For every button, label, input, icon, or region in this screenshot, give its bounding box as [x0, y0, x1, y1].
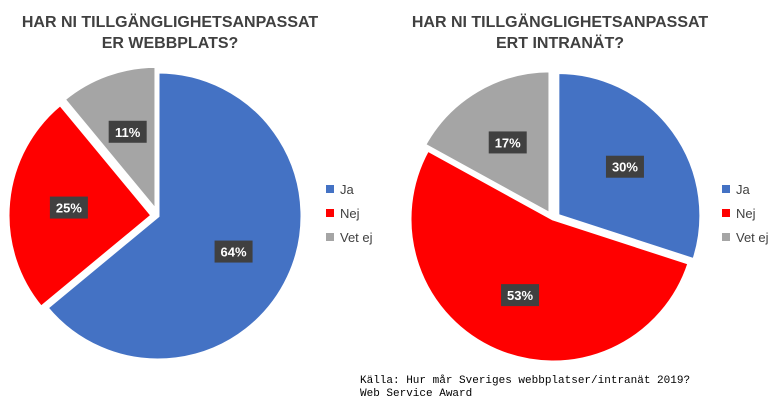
data-label-text-1-2: 17% — [495, 135, 521, 150]
data-label-text-1-0: 30% — [612, 160, 638, 175]
legend-swatch — [722, 233, 730, 241]
legend-swatch — [722, 185, 730, 193]
legend-swatch — [326, 185, 334, 193]
data-label-box-0-2 — [108, 120, 147, 143]
data-label-text-0-0: 64% — [221, 245, 247, 260]
data-label-1-0: 30% — [605, 155, 644, 178]
legend-swatch — [722, 209, 730, 217]
legend-label: Vet ej — [736, 229, 769, 245]
data-label-box-1-2 — [488, 131, 527, 154]
data-label-text-1-1: 53% — [507, 288, 533, 303]
legend-swatch — [326, 209, 334, 217]
source-note: Källa: Hur mår Sveriges webbplatser/intr… — [360, 375, 691, 400]
pie-slice-0-ja — [44, 70, 304, 362]
legend-item-nej: Nej — [722, 201, 769, 225]
data-label-0-1: 25% — [49, 196, 88, 219]
legend-swatch — [326, 233, 334, 241]
legend-label: Nej — [736, 205, 756, 221]
data-label-1-1: 53% — [501, 284, 540, 307]
chart-title-webbplats: HAR NI TILLGÄNGLIGHETSANPASSAT ER WEBBPL… — [21, 14, 319, 52]
data-label-text-0-2: 11% — [115, 125, 141, 140]
data-label-box-0-1 — [49, 196, 88, 219]
legend-item-ja: Ja — [326, 177, 373, 201]
legend-label: Ja — [340, 181, 354, 197]
legend-item-ja: Ja — [722, 177, 769, 201]
data-label-box-1-0 — [605, 155, 644, 178]
data-label-text-0-1: 25% — [56, 201, 82, 216]
legend-item-nej: Nej — [326, 201, 373, 225]
legend-label: Ja — [736, 181, 750, 197]
legend-item-vet-ej: Vet ej — [326, 225, 373, 249]
legend-label: Nej — [340, 205, 360, 221]
pie-slice-1-nej — [408, 148, 691, 364]
data-label-1-2: 17% — [488, 131, 527, 154]
legend-label: Vet ej — [340, 229, 373, 245]
chart-title-intranat: HAR NI TILLGÄNGLIGHETSANPASSAT ERT INTRA… — [411, 14, 709, 52]
data-label-0-2: 11% — [108, 120, 147, 143]
legend-webbplats: Ja Nej Vet ej — [326, 177, 373, 249]
data-label-0-0: 64% — [214, 240, 253, 263]
data-label-box-1-1 — [501, 284, 540, 307]
pie-slice-1-vet-ej — [422, 69, 552, 217]
data-label-box-0-0 — [214, 240, 253, 263]
legend-intranat: Ja Nej Vet ej — [722, 177, 769, 249]
legend-item-vet-ej: Vet ej — [722, 225, 769, 249]
